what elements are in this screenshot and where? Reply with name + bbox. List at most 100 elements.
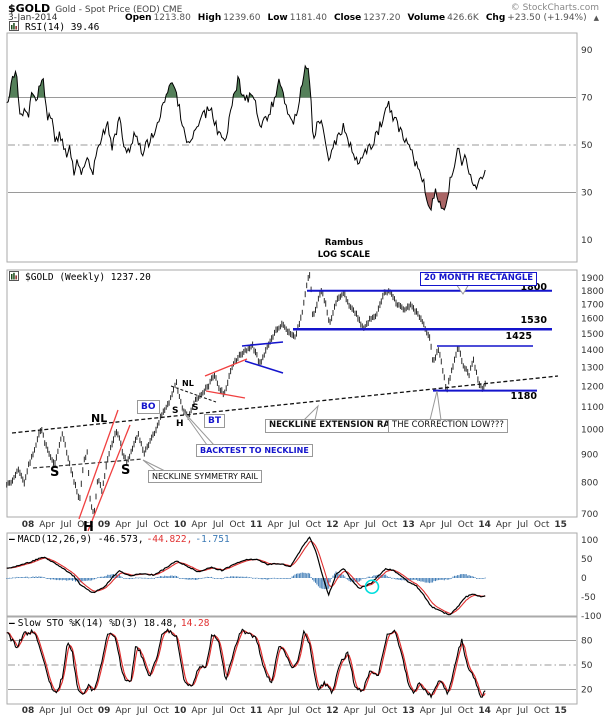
macd-ytick: 50 [581,555,593,565]
xaxis-label: Jul [516,520,528,530]
xaxis-label: Jul [364,520,376,530]
pattern-letter-nl: NL [91,412,108,425]
open-label: Open [124,13,152,23]
price-ytick: 1200 [581,383,604,393]
macd-ytick: 100 [581,536,598,546]
panel-border-macd [6,532,578,617]
xaxis-label: Apr [115,706,131,716]
xaxis-label: 13 [402,706,415,716]
xaxis-label: Oct [458,706,474,716]
pattern-letter-s: S [121,463,131,478]
rsi-ytick: 70 [581,94,593,104]
chg-field: Chg +23.50 (+1.94%) [486,13,587,23]
xaxis-label: 14 [478,520,491,530]
xaxis-label: 15 [554,520,567,530]
level-label-1800: 1800 [521,282,548,293]
rsi-overbought-fill [6,65,486,98]
watermark-rambus: Rambus [324,238,364,248]
xaxis-label: Oct [534,706,550,716]
rsi-ytick: 50 [581,141,593,151]
xaxis-label: 10 [174,706,187,716]
low-value: 1181.40 [289,13,327,23]
volume-label: Volume [407,13,446,23]
annotation-neckline-extension-rail: NECKLINE EXTENSION RAIL [265,419,403,433]
xaxis-label: 11 [250,520,263,530]
low-label: Low [267,13,288,23]
price-ytick: 1300 [581,364,604,374]
sto-line-swatch: — [9,618,15,629]
macd-line [6,536,486,616]
sto-d-value: 14.28 [180,618,210,629]
macd-crossover-highlight-circle [364,579,380,595]
xaxis-label: 08 [22,706,35,716]
xaxis-label: 12 [326,706,339,716]
annotation-the-correction-low: THE CORRECTION LOW??? [388,419,508,433]
xaxis-label: Apr [115,520,131,530]
chart-date: 3-Jan-2014 [8,13,58,23]
red-flag-lower [205,390,246,399]
xaxis-label: Oct [77,706,93,716]
xaxis-label: Jul [136,706,148,716]
small-neckline [170,385,217,403]
macd-signal-value: -44.822, [146,534,193,545]
annotation-20-month-rectangle: 20 MONTH RECTANGLE [420,272,538,286]
price-ytick: 800 [581,478,598,488]
xaxis-label: Jul [60,706,72,716]
level-label-1530: 1530 [521,315,548,326]
chg-value: +23.50 (+1.94%) [507,13,587,23]
high-value: 1239.60 [223,13,261,23]
watermark-log-scale: LOG SCALE [317,250,371,260]
price-ytick: 1700 [581,300,604,310]
sto-ytick: 80 [581,637,593,647]
xaxis-label: Jul [364,706,376,716]
rsi-ytick: 30 [581,189,593,199]
xaxis-label: 15 [554,706,567,716]
xaxis-label: Jul [136,520,148,530]
xaxis-label: Apr [268,706,284,716]
xaxis-label: Oct [229,706,245,716]
xaxis-label: 09 [98,520,111,530]
xaxis-label: Oct [534,520,550,530]
pattern-letter-s: S [172,406,179,416]
xaxis-label: Oct [153,520,169,530]
macd-ytick: -50 [581,593,596,603]
main-legend: $GOLD (Weekly) 1237.20 [9,271,151,284]
xaxis-label: 14 [478,706,491,716]
price-ytick: 1900 [581,274,604,284]
annotation-bo: BO [137,400,160,415]
price-ytick: 1800 [581,287,604,297]
macd-ytick: 0 [581,574,587,584]
symbol-description: Gold - Spot Price (EOD) CME [55,5,183,15]
xaxis-label: 08 [22,520,35,530]
xaxis-label: Apr [420,520,436,530]
open-value: 1213.80 [153,13,191,23]
panel-border-sto [6,616,578,705]
sto-d-line [6,630,486,697]
main-title: $GOLD (Weekly) 1237.20 [25,272,151,283]
xaxis-label: Oct [306,520,322,530]
copyright: © StockCharts.com [510,3,599,13]
price-ytick: 1400 [581,346,604,356]
xaxis-label: Oct [229,520,245,530]
annotation-backtest-to-neckline: BACKTEST TO NECKLINE [196,444,313,458]
callout-pointer [302,404,319,421]
xaxis-label: 13 [402,520,415,530]
red-flag-upper [204,358,248,377]
close-value: 1237.20 [363,13,401,23]
close-field: Close 1237.20 [334,13,401,23]
pattern-letter-s: S [192,403,199,413]
rsi-ytick: 90 [581,46,593,56]
xaxis-label: 09 [98,706,111,716]
symbol: $GOLD [8,2,51,15]
xaxis-label: 11 [250,706,263,716]
price-ytick: 700 [581,510,598,520]
annotation-neckline-symmetry-rail: NECKLINE SYMMETRY RAIL [148,470,262,484]
rsi-ytick: 10 [581,236,593,246]
price-ytick: 1600 [581,315,604,325]
pattern-letter-nl: NL [182,379,194,388]
gold-price-bars [6,272,486,515]
xaxis-label: Apr [191,706,207,716]
pattern-letter-h: H [176,419,184,429]
